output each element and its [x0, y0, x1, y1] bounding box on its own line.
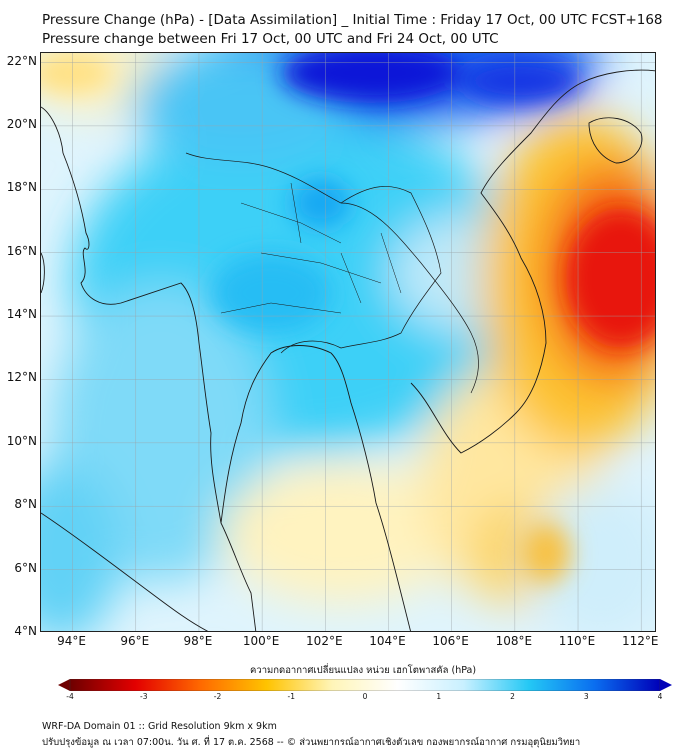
- lat-label: 4°N: [14, 624, 37, 638]
- lat-label: 20°N: [6, 116, 37, 131]
- coastlines-and-borders: [41, 69, 655, 631]
- pressure-change-map: [40, 52, 656, 632]
- lat-label: 16°N: [6, 243, 37, 258]
- lat-lon-gridlines: [41, 53, 655, 631]
- colorbar-tick-label: 2: [510, 692, 515, 701]
- colorbar-left-arrow: [58, 679, 70, 691]
- map-title-line1: Pressure Change (hPa) - [Data Assimilati…: [42, 12, 663, 28]
- lon-label: 94°E: [57, 634, 86, 648]
- pressure-field: [41, 53, 655, 631]
- colorbar-tick-label: -2: [213, 692, 222, 701]
- colorbar-tick-label: -3: [140, 692, 148, 701]
- lon-label: 110°E: [558, 634, 596, 648]
- border-provinces: [220, 182, 402, 314]
- colorbar-tick-label: 3: [583, 692, 589, 701]
- colorbar-tick-label: -4: [66, 692, 74, 701]
- map-title-line2: Pressure change between Fri 17 Oct, 00 U…: [42, 31, 499, 47]
- colorbar-right-arrow: [660, 679, 672, 691]
- colorbar-caption: ความกดอากาศเปลี่ยนแปลง หน่วย เฮกโตพาสคัล…: [250, 665, 477, 676]
- map-canvas: [41, 53, 655, 631]
- lon-label: 106°E: [432, 634, 469, 648]
- colorbar-tick-label: -1: [287, 692, 295, 701]
- border-thailand: [185, 152, 442, 354]
- colorbar-body: [69, 679, 661, 691]
- coastline-andaman: [41, 252, 45, 294]
- lon-label: 102°E: [306, 634, 343, 648]
- lat-label: 18°N: [6, 180, 37, 195]
- lat-label: 6°N: [14, 560, 37, 575]
- coastline-sumatra: [41, 512, 209, 631]
- colorbar: [58, 679, 672, 691]
- lat-label: 10°N: [6, 433, 37, 448]
- border-laos-vietnam: [340, 202, 479, 394]
- lon-label: 112°E: [621, 634, 659, 648]
- colorbar-tick-label: 4: [657, 692, 663, 701]
- lon-label: 104°E: [369, 634, 406, 648]
- colorbar-tick-label: 1: [436, 692, 442, 701]
- lat-label: 14°N: [6, 307, 37, 322]
- lat-label: 12°N: [6, 370, 37, 385]
- lat-label: 8°N: [14, 497, 37, 512]
- colorbar-tick-label: 0: [362, 692, 368, 701]
- coastline-myanmar: [41, 106, 257, 631]
- footer-update-info: ปรับปรุงข้อมูล ณ เวลา 07:00น. วัน ศ. ที่…: [42, 737, 581, 748]
- coastline-gulf: [220, 345, 411, 631]
- pressure-field-cores: [41, 53, 655, 583]
- footer-domain-info: WRF-DA Domain 01 :: Grid Resolution 9km …: [42, 721, 277, 732]
- lat-label: 22°N: [6, 53, 37, 68]
- coastline-vietnam: [410, 69, 655, 454]
- lon-label: 100°E: [242, 634, 280, 648]
- lon-label: 108°E: [495, 634, 533, 648]
- lon-label: 98°E: [183, 634, 213, 648]
- lon-label: 96°E: [120, 634, 150, 648]
- coastline-hainan: [588, 117, 643, 164]
